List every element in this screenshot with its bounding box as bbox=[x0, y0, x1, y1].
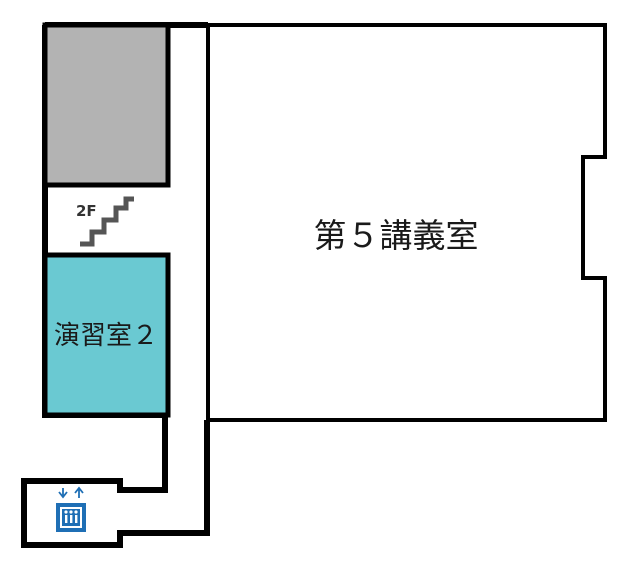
lecture-room-5-label: 第５講義室 bbox=[314, 216, 479, 255]
elevator-icon[interactable] bbox=[56, 488, 86, 532]
seminar-room-2-label: 演習室２ bbox=[54, 321, 158, 351]
storage-area bbox=[45, 25, 168, 185]
floor-label: 2F bbox=[76, 202, 97, 220]
